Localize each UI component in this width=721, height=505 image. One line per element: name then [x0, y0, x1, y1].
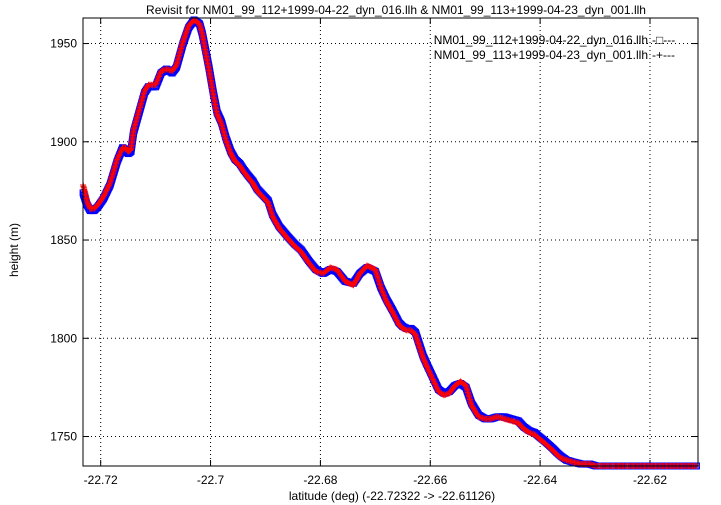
series-2-point — [172, 63, 179, 70]
series-2-point — [106, 181, 113, 188]
series-2-point — [402, 326, 409, 333]
series-2-point — [102, 190, 109, 197]
series-2-point — [427, 371, 434, 378]
series-2-point — [217, 119, 224, 126]
series-2 — [80, 16, 700, 469]
series-2-point — [399, 325, 406, 332]
legend-marker-series-1: -□--- — [652, 33, 675, 47]
series-2-point — [391, 312, 398, 319]
series-2-point — [430, 376, 437, 383]
series-2-point — [117, 148, 124, 155]
x-tick-label: -22.72 — [84, 473, 118, 487]
legend: NM01_99_112+1999-04-22_dyn_016.llh -□---… — [434, 33, 676, 62]
series-2-point — [426, 369, 433, 376]
series-2-point — [426, 368, 433, 375]
legend-label-series-2: NM01_99_113+1999-04-23_dyn_001.llh — [434, 48, 648, 62]
series-2-point — [393, 316, 400, 323]
x-tick-label: -22.68 — [303, 473, 337, 487]
series-2-point — [115, 153, 122, 160]
series-2-point — [116, 151, 123, 158]
series-2-point — [380, 289, 387, 296]
series-2-point — [382, 295, 389, 302]
series-2-point — [381, 293, 388, 300]
series-2-point — [117, 149, 124, 156]
x-axis-label: latitude (deg) (-22.72322 -> -22.61126) — [289, 489, 495, 503]
series-2-point — [118, 147, 125, 154]
series-2-point — [114, 156, 121, 163]
series-2-point — [433, 383, 440, 390]
legend-marker-series-2: -+--- — [652, 48, 675, 62]
y-tick-label: 1850 — [50, 233, 77, 247]
series-2-point — [434, 385, 441, 392]
y-tick-label: 1950 — [50, 37, 77, 51]
y-tick-label: 1750 — [50, 430, 77, 444]
y-axis-label: height (m) — [7, 223, 21, 277]
grid-lines — [83, 18, 698, 466]
series-2-point — [104, 185, 111, 192]
series-layer — [79, 16, 700, 470]
series-2-point — [394, 318, 401, 325]
series-2-point — [377, 284, 384, 291]
series-2-point — [104, 186, 111, 193]
x-tick-label: -22.7 — [197, 473, 225, 487]
series-2-point — [393, 317, 400, 324]
series-2-point — [155, 74, 162, 81]
axis-ticks: -22.72 -22.7 -22.68 -22.66 -22.64 -22.62 1750 1… — [50, 18, 698, 487]
series-2-point — [425, 367, 432, 374]
series-2-point — [114, 155, 121, 162]
series-2-point — [101, 192, 108, 199]
series-2-point — [389, 309, 396, 316]
series-2-point — [382, 296, 389, 303]
series-2-point — [425, 366, 432, 373]
series-2-point — [430, 377, 437, 384]
series-2-point — [390, 311, 397, 318]
series-2-point — [156, 72, 163, 79]
series-2-point — [105, 182, 112, 189]
series-2-point — [424, 364, 431, 371]
series-2-point — [102, 188, 109, 195]
series-2-point — [378, 285, 385, 292]
x-tick-label: -22.62 — [633, 473, 667, 487]
series-2-point — [154, 76, 161, 83]
series-2-point — [101, 191, 108, 198]
series-2-point — [378, 286, 385, 293]
series-2-point — [381, 292, 388, 299]
series-2-point — [401, 326, 408, 333]
series-2-point — [379, 288, 386, 295]
y-tick-label: 1800 — [50, 331, 77, 345]
series-2-point — [153, 79, 160, 86]
series-2-point — [431, 379, 438, 386]
series-2-point — [433, 384, 440, 391]
series-2-point — [431, 380, 438, 387]
plot-frame — [82, 17, 699, 467]
series-2-point — [100, 193, 107, 200]
series-2-point — [152, 81, 159, 88]
series-2-point — [432, 381, 439, 388]
x-tick-label: -22.64 — [523, 473, 557, 487]
series-2-point — [153, 80, 160, 87]
legend-label-series-1: NM01_99_112+1999-04-22_dyn_016.llh — [434, 33, 648, 47]
series-2-point — [105, 183, 112, 190]
series-2-point — [157, 70, 164, 77]
series-2-point — [423, 363, 430, 370]
series-1 — [79, 16, 700, 470]
series-2-point — [392, 314, 399, 321]
series-2-point — [428, 372, 435, 379]
series-2-point — [115, 152, 122, 159]
y-tick-label: 1900 — [50, 135, 77, 149]
x-tick-label: -22.66 — [413, 473, 447, 487]
series-2-point — [155, 73, 162, 80]
series-2-point — [103, 187, 110, 194]
series-2-point — [154, 77, 161, 84]
series-2-point — [429, 375, 436, 382]
series-2-point — [380, 291, 387, 298]
series-2-point — [428, 373, 435, 380]
chart-title: Revisit for NM01_99_112+1999-04-22_dyn_0… — [146, 3, 646, 17]
series-2-point — [391, 313, 398, 320]
